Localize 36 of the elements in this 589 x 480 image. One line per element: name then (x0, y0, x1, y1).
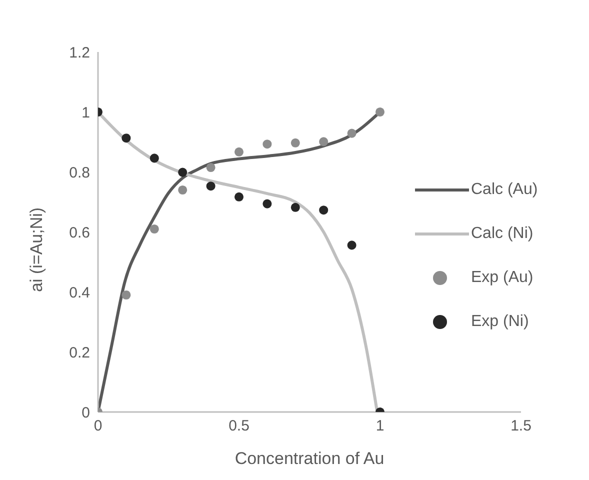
x-tick-label: 1.5 (510, 418, 532, 435)
point (262, 199, 272, 208)
legend-label: Calc (Au) (471, 181, 538, 199)
y-tick-label: 0.8 (69, 164, 90, 182)
point (290, 202, 300, 212)
point (319, 137, 328, 146)
point (178, 168, 188, 177)
point (290, 138, 300, 148)
point (150, 154, 159, 163)
legend-label: Exp (Au) (471, 269, 534, 287)
y-tick-label: 1.2 (69, 44, 90, 62)
point (178, 185, 188, 195)
point (206, 162, 216, 172)
point (375, 107, 385, 117)
point (150, 224, 159, 234)
point (234, 192, 244, 202)
point (347, 128, 356, 138)
point (122, 290, 131, 300)
legend-label: Calc (Ni) (471, 225, 534, 243)
y-tick-label: 0.4 (69, 284, 90, 302)
y-tick-label: 0.2 (69, 344, 90, 362)
point (122, 134, 131, 143)
y-tick-label: 0.6 (69, 224, 90, 242)
point (347, 240, 356, 250)
y-axis-title: ai (i=Au;Ni) (27, 207, 46, 292)
point (319, 206, 328, 215)
y-tick-label: 1 (82, 104, 90, 122)
x-axis-title: Concentration of Au (234, 449, 384, 468)
point (206, 182, 216, 191)
legend-label: Exp (Ni) (471, 313, 529, 331)
point (234, 147, 244, 156)
x-tick-label: 0.5 (228, 418, 250, 435)
x-tick-label: 1 (376, 418, 384, 435)
point (262, 140, 272, 149)
x-tick-label: 0 (94, 418, 102, 435)
y-tick-label: 0 (82, 404, 90, 422)
